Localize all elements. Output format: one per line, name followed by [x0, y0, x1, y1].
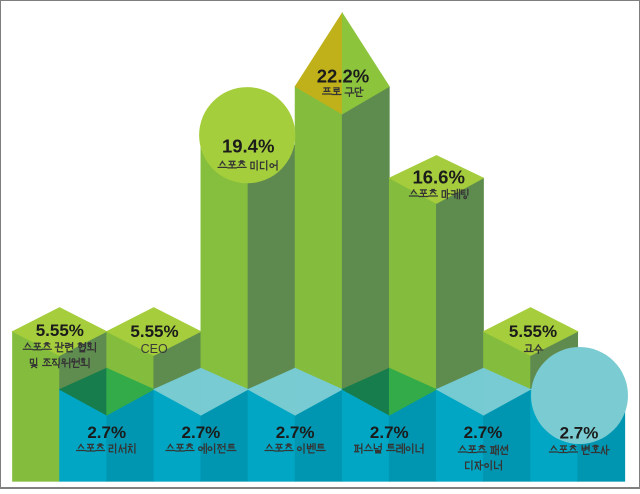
svg-text:16.6%: 16.6% — [412, 167, 464, 188]
svg-text:19.4%: 19.4% — [222, 136, 274, 157]
svg-text:2.7%: 2.7% — [464, 423, 503, 442]
svg-text:2.7%: 2.7% — [370, 423, 409, 442]
svg-text:5.55%: 5.55% — [130, 322, 178, 341]
svg-text:5.55%: 5.55% — [36, 321, 84, 340]
svg-text:22.2%: 22.2% — [317, 66, 369, 87]
svg-text:2.7%: 2.7% — [276, 423, 315, 442]
svg-text:2.7%: 2.7% — [182, 423, 221, 442]
svg-text:2.7%: 2.7% — [560, 424, 599, 443]
svg-text:2.7%: 2.7% — [87, 423, 126, 442]
svg-text:5.55%: 5.55% — [509, 322, 557, 341]
svg-text:CEO: CEO — [141, 342, 168, 356]
